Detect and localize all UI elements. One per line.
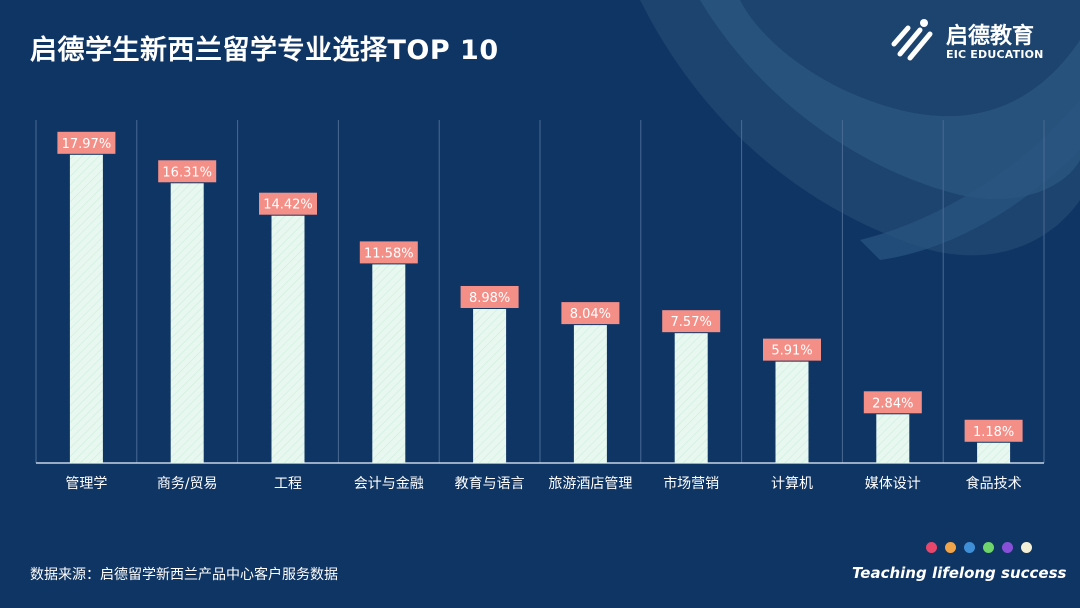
value-label: 7.57% — [662, 310, 721, 333]
value-label-background — [359, 241, 418, 264]
value-label-background — [460, 285, 519, 308]
value-label-background — [863, 391, 922, 414]
category-label: 工程 — [274, 476, 302, 492]
value-label-background — [763, 338, 821, 361]
value-label-text: 14.42% — [263, 198, 313, 213]
category-label: 食品技术 — [966, 475, 1022, 492]
eic-logo-icon — [891, 19, 933, 61]
value-label: 5.91% — [763, 338, 821, 361]
color-dot — [1002, 542, 1013, 553]
bar — [170, 183, 204, 463]
value-label: 8.04% — [561, 302, 620, 325]
value-label-background — [57, 131, 116, 154]
bar — [271, 215, 305, 463]
value-label-text: 8.98% — [469, 291, 510, 306]
value-label-background — [662, 310, 721, 333]
value-label-text: 2.84% — [872, 396, 913, 411]
category-label: 会计与金融 — [354, 476, 424, 492]
value-label-background — [259, 192, 317, 215]
color-dot — [945, 542, 956, 553]
value-label-text: 16.31% — [162, 165, 212, 180]
category-label: 管理学 — [65, 476, 107, 492]
bar — [372, 264, 406, 463]
bar — [674, 333, 708, 463]
value-label-text: 7.57% — [671, 315, 712, 330]
chart-value-labels: 17.97% 16.31% 14.42% 11.58% 8.98% 8.04% 7.57% 5… — [57, 131, 1023, 442]
value-label-background — [561, 302, 620, 325]
value-label-text: 1.18% — [973, 425, 1014, 440]
value-label-text: 11.58% — [364, 246, 414, 261]
value-label: 17.97% — [57, 131, 116, 154]
category-label: 媒体设计 — [865, 476, 921, 492]
category-label: 计算机 — [771, 476, 813, 492]
value-label-text: 8.04% — [570, 307, 611, 322]
color-dot — [1021, 542, 1032, 553]
slogan: Teaching lifelong success — [852, 564, 1067, 582]
value-label: 11.58% — [359, 241, 418, 264]
chart-category-labels: 管理学 商务/贸易 工程 会计与金融 教育与语言 旅游酒店管理 市场营销 计算机 媒体设计 食品技… — [65, 475, 1021, 492]
color-dot — [964, 542, 975, 553]
brand-name-en: EIC EDUCATION — [946, 48, 1044, 61]
brand-logo: 启德教育 EIC EDUCATION — [888, 14, 1068, 70]
value-label: 14.42% — [259, 192, 317, 215]
brand-name-cn: 启德教育 — [946, 24, 1035, 49]
value-label: 16.31% — [158, 160, 217, 183]
value-label: 1.18% — [964, 419, 1023, 442]
page-title: 启德学生新西兰留学专业选择TOP 10 — [30, 35, 499, 66]
value-label-background — [158, 160, 217, 183]
bar — [69, 154, 103, 463]
color-dot — [983, 542, 994, 553]
value-label-text: 17.97% — [62, 137, 112, 152]
value-label: 2.84% — [863, 391, 922, 414]
chart-bars — [69, 154, 1011, 463]
category-label: 市场营销 — [663, 475, 719, 492]
value-label: 8.98% — [460, 285, 519, 308]
value-label-background — [964, 419, 1023, 442]
bar — [876, 414, 910, 463]
chart-gridlines — [35, 120, 1045, 463]
bar — [775, 361, 809, 463]
bar — [977, 442, 1011, 463]
color-dots — [926, 542, 1032, 553]
category-label: 教育与语言 — [455, 476, 525, 492]
color-dot — [926, 542, 937, 553]
category-label: 商务/贸易 — [157, 476, 218, 492]
value-label-text: 5.91% — [771, 344, 812, 359]
bar — [473, 308, 507, 463]
bar — [573, 325, 607, 463]
data-source-note: 数据来源：启德留学新西兰产品中心客户服务数据 — [30, 567, 338, 583]
category-label: 旅游酒店管理 — [548, 476, 632, 492]
